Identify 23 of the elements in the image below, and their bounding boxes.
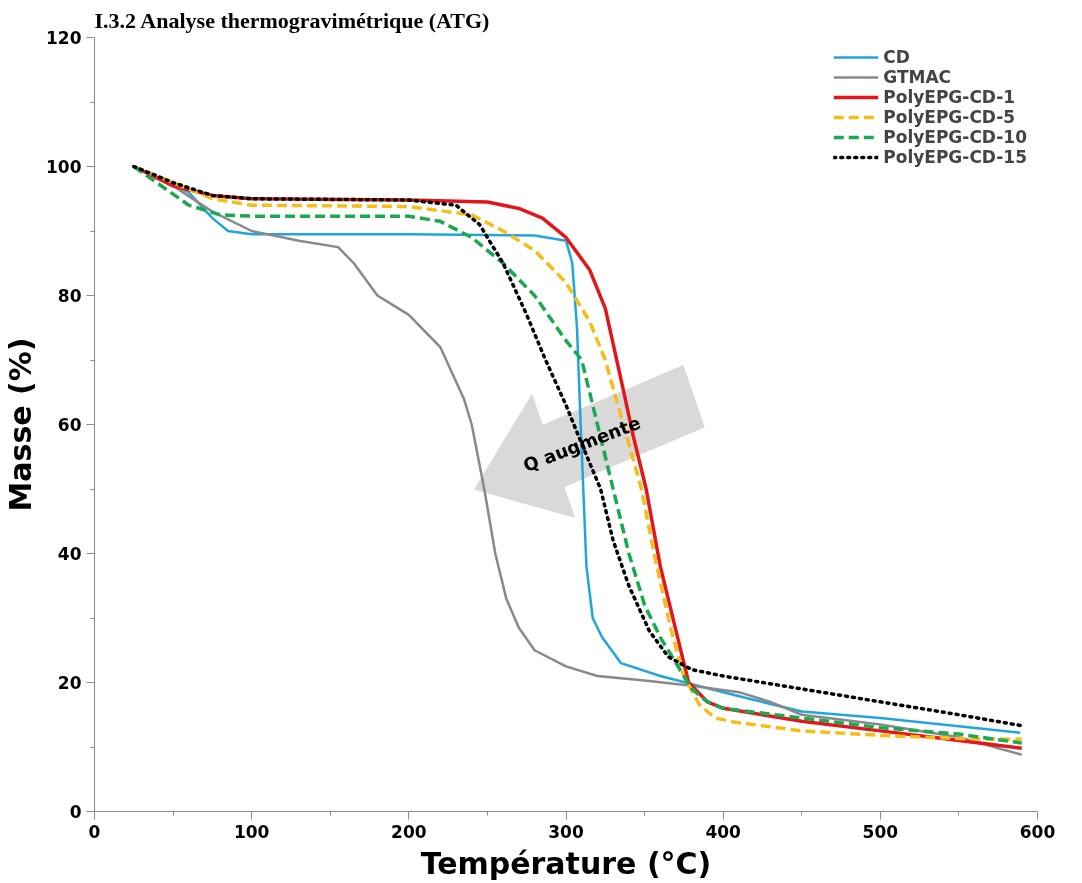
x-tick-label: 300 [548, 821, 584, 842]
y-tick-label: 120 [46, 28, 82, 48]
legend-label: PolyEPG-CD-5 [883, 107, 1016, 127]
chart-title: I.3.2 Analyse thermogravimétrique (ATG) [94, 7, 490, 33]
y-tick-label: 60 [57, 415, 82, 435]
y-tick-label: 40 [57, 544, 82, 564]
legend-label: PolyEPG-CD-15 [883, 147, 1027, 167]
x-tick-label: 400 [705, 821, 742, 842]
y-tick-label: 100 [46, 157, 82, 177]
legend-label: PolyEPG-CD-1 [883, 87, 1016, 107]
x-tick-label: 100 [233, 821, 270, 842]
x-tick-label: 500 [862, 821, 899, 842]
legend-label: PolyEPG-CD-10 [883, 127, 1027, 147]
legend-label: CD [883, 47, 910, 67]
y-axis-title: Masse (%) [3, 337, 39, 512]
x-tick-label: 600 [1019, 821, 1056, 842]
x-axis-title: Température (°C) [420, 845, 712, 881]
y-tick-label: 0 [69, 802, 82, 822]
x-tick-label: 200 [391, 821, 427, 842]
x-tick-label: 0 [88, 821, 101, 842]
y-tick-label: 80 [57, 286, 82, 306]
y-tick-label: 20 [57, 673, 82, 693]
legend-label: GTMAC [883, 67, 952, 87]
